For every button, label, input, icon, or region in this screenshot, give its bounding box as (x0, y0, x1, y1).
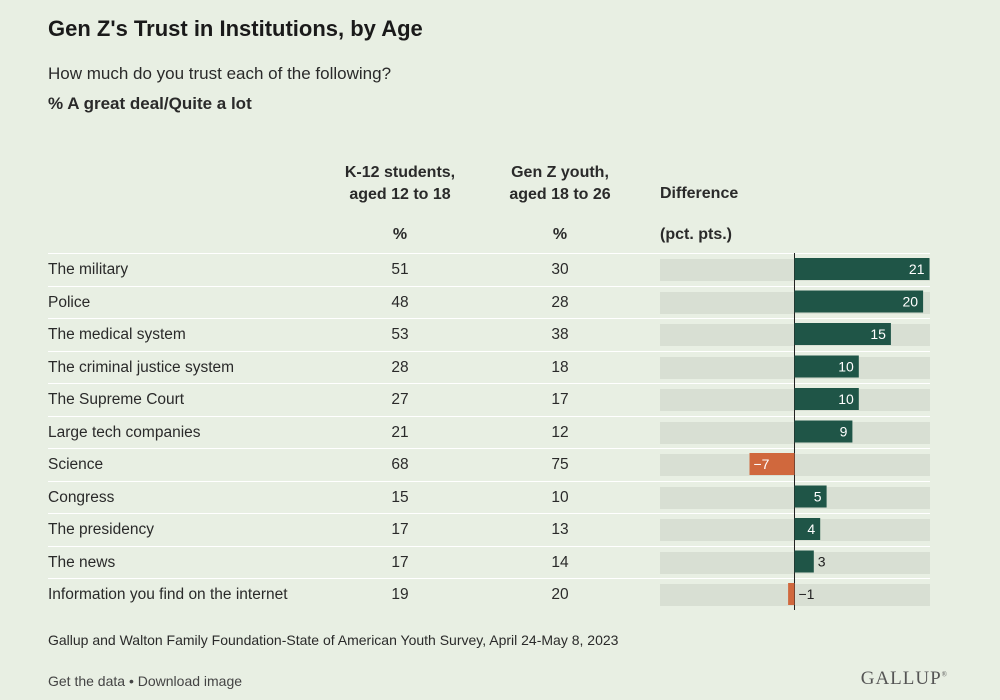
difference-value-label: 9 (840, 424, 848, 440)
genz-value: 28 (551, 293, 569, 311)
k12-value: 27 (391, 391, 409, 408)
difference-bar (794, 388, 859, 410)
column-unit-genz: % (552, 226, 568, 243)
difference-value-label: 3 (818, 554, 826, 570)
k12-value: 17 (391, 521, 409, 538)
difference-bar (788, 583, 795, 605)
difference-value-label: 10 (838, 391, 854, 407)
row-label: Science (48, 456, 104, 473)
footer-links: Get the data • Download image (48, 673, 242, 689)
column-header-genz-line2: aged 18 to 26 (509, 186, 611, 203)
difference-bar (794, 550, 814, 573)
difference-value-label: 20 (903, 294, 919, 310)
k12-value: 48 (391, 293, 409, 311)
difference-bar (794, 485, 827, 508)
measure-label: % A great deal/Quite a lot (48, 94, 252, 113)
genz-value: 18 (551, 358, 569, 376)
genz-value: 14 (551, 553, 569, 571)
gallup-logo-text: GALLUP (860, 668, 942, 689)
genz-value: 17 (551, 391, 569, 408)
k12-value: 53 (391, 326, 409, 343)
data-table: The military 51 30 Police 48 28 The medical sy… (48, 253, 930, 611)
chart-subtitle: How much do you trust each of the follow… (48, 64, 392, 83)
k12-value: 21 (391, 423, 409, 441)
k12-value: 51 (391, 261, 409, 278)
row-label: The Supreme Court (48, 391, 185, 408)
difference-bar (794, 518, 821, 540)
genz-value: 10 (551, 488, 569, 506)
difference-bar (749, 453, 795, 475)
footer-separator: • (125, 673, 138, 689)
column-header-genz-line1: Gen Z youth, (511, 164, 609, 181)
genz-value: 12 (551, 423, 569, 441)
genz-value: 20 (551, 586, 569, 603)
k12-value: 15 (391, 488, 409, 506)
difference-bar (794, 355, 859, 378)
table-row: Information you find on the internet 19 20 (48, 578, 930, 611)
difference-bar (794, 258, 930, 280)
row-label: Large tech companies (48, 423, 201, 441)
difference-value-label: 21 (909, 261, 925, 277)
chart-title: Gen Z's Trust in Institutions, by Age (48, 16, 423, 41)
difference-value-label: 15 (870, 326, 886, 342)
bar-track (660, 454, 930, 476)
difference-value-label: −7 (754, 456, 770, 472)
difference-bar (794, 420, 853, 443)
k12-value: 28 (391, 358, 409, 376)
difference-value-label: 4 (807, 521, 815, 537)
k12-value: 19 (391, 586, 409, 603)
k12-value: 68 (391, 456, 409, 473)
genz-value: 13 (551, 521, 569, 538)
row-label: The medical system (48, 326, 186, 343)
column-unit-difference: (pct. pts.) (660, 226, 732, 243)
column-header-genz: Gen Z youth, aged 18 to 26 (480, 162, 640, 206)
download-image-link[interactable]: Download image (137, 673, 243, 689)
column-header-difference: Difference (660, 185, 739, 202)
difference-bar (794, 323, 891, 345)
column-header-k12-line1: K-12 students, (344, 164, 456, 181)
genz-value: 75 (551, 456, 569, 473)
table-row: Science 68 75 (48, 448, 930, 481)
row-label: Police (48, 293, 91, 311)
table-row: Large tech companies 21 12 (48, 415, 930, 449)
row-label: The criminal justice system (48, 358, 235, 376)
column-header-k12-line2: aged 12 to 18 (349, 186, 451, 203)
column-header-k12: K-12 students, aged 12 to 18 (320, 162, 480, 206)
difference-value-label: 10 (838, 359, 854, 375)
row-label: Information you find on the internet (48, 586, 288, 603)
genz-value: 38 (551, 326, 569, 343)
row-label: The presidency (48, 521, 154, 538)
k12-value: 17 (391, 553, 409, 571)
gallup-logo: GALLUP® (860, 668, 948, 689)
source-note: Gallup and Walton Family Foundation-Stat… (48, 632, 619, 648)
row-label: The military (48, 261, 129, 278)
difference-bar (794, 290, 924, 313)
bar-track (660, 584, 930, 606)
row-label: Congress (48, 488, 115, 506)
get-data-link[interactable]: Get the data (48, 673, 126, 689)
column-unit-k12: % (392, 226, 408, 243)
difference-value-label: 5 (814, 489, 822, 505)
row-label: The news (48, 553, 116, 571)
genz-value: 30 (551, 261, 569, 278)
difference-value-label: −1 (799, 586, 815, 602)
